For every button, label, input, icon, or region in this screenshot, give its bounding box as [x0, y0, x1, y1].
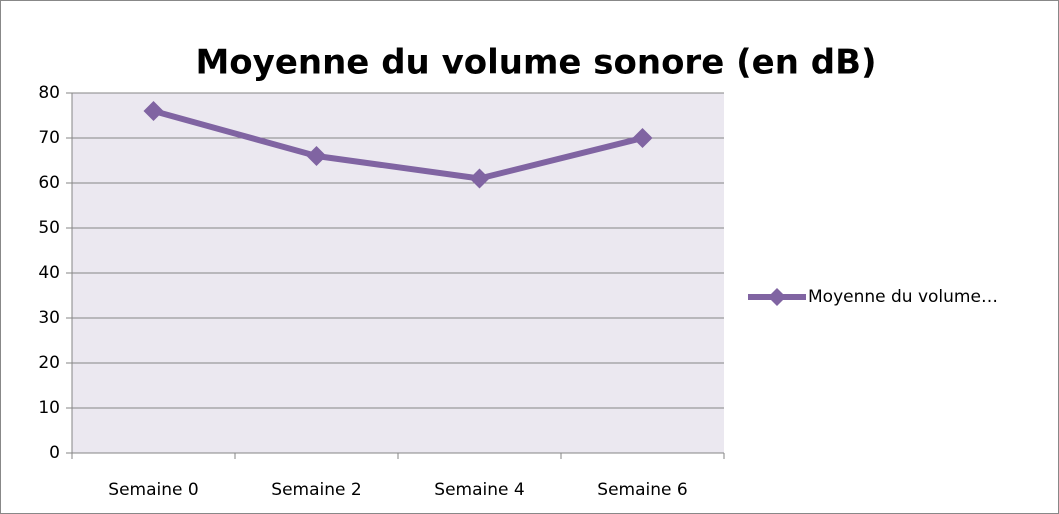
x-tick-label: Semaine 2 [271, 480, 361, 500]
data-point [469, 168, 490, 189]
y-tick-label: 60 [38, 173, 60, 193]
y-tick-label: 50 [38, 218, 60, 238]
data-point [306, 146, 327, 166]
y-tick-label: 20 [38, 353, 60, 373]
series-line [152, 108, 644, 182]
data-point [143, 101, 164, 121]
legend-label: Moyenne du volume… [808, 287, 998, 307]
y-tick-label: 10 [38, 398, 60, 418]
y-tick-label: 0 [49, 443, 60, 463]
y-tick-label: 40 [38, 263, 60, 283]
x-tick-label: Semaine 4 [434, 480, 524, 500]
legend-marker [768, 288, 786, 306]
y-tick-label: 30 [38, 308, 60, 328]
data-point [632, 128, 653, 148]
y-tick-label: 70 [38, 128, 60, 148]
x-tick-label: Semaine 0 [108, 480, 198, 500]
x-tick-label: Semaine 6 [597, 480, 687, 500]
chart-title: Moyenne du volume sonore (en dB) [195, 43, 876, 83]
y-tick-label: 80 [38, 83, 60, 103]
